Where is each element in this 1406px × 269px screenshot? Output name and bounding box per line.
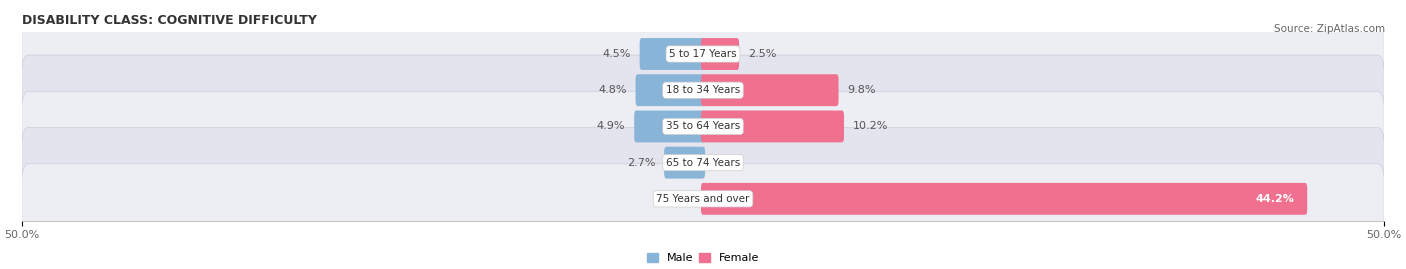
Text: 4.5%: 4.5% <box>602 49 631 59</box>
FancyBboxPatch shape <box>702 38 740 70</box>
FancyBboxPatch shape <box>21 128 1385 198</box>
FancyBboxPatch shape <box>664 147 704 179</box>
Text: 35 to 64 Years: 35 to 64 Years <box>666 121 740 132</box>
Text: 10.2%: 10.2% <box>853 121 889 132</box>
FancyBboxPatch shape <box>21 91 1385 162</box>
Text: 2.5%: 2.5% <box>748 49 776 59</box>
Text: 4.9%: 4.9% <box>596 121 626 132</box>
FancyBboxPatch shape <box>702 183 1308 215</box>
FancyBboxPatch shape <box>636 74 704 106</box>
Text: 18 to 34 Years: 18 to 34 Years <box>666 85 740 95</box>
FancyBboxPatch shape <box>702 74 838 106</box>
FancyBboxPatch shape <box>634 111 704 142</box>
Text: 0.0%: 0.0% <box>664 194 692 204</box>
Legend: Male, Female: Male, Female <box>643 249 763 268</box>
Text: 65 to 74 Years: 65 to 74 Years <box>666 158 740 168</box>
Text: 9.8%: 9.8% <box>848 85 876 95</box>
Text: 4.8%: 4.8% <box>598 85 627 95</box>
Text: DISABILITY CLASS: COGNITIVE DIFFICULTY: DISABILITY CLASS: COGNITIVE DIFFICULTY <box>21 14 316 27</box>
Text: 44.2%: 44.2% <box>1256 194 1295 204</box>
Text: 0.0%: 0.0% <box>714 158 742 168</box>
FancyBboxPatch shape <box>21 19 1385 89</box>
FancyBboxPatch shape <box>21 164 1385 234</box>
Text: 5 to 17 Years: 5 to 17 Years <box>669 49 737 59</box>
FancyBboxPatch shape <box>21 55 1385 125</box>
FancyBboxPatch shape <box>640 38 704 70</box>
Text: Source: ZipAtlas.com: Source: ZipAtlas.com <box>1274 24 1385 34</box>
Text: 75 Years and over: 75 Years and over <box>657 194 749 204</box>
FancyBboxPatch shape <box>702 111 844 142</box>
Text: 2.7%: 2.7% <box>627 158 655 168</box>
